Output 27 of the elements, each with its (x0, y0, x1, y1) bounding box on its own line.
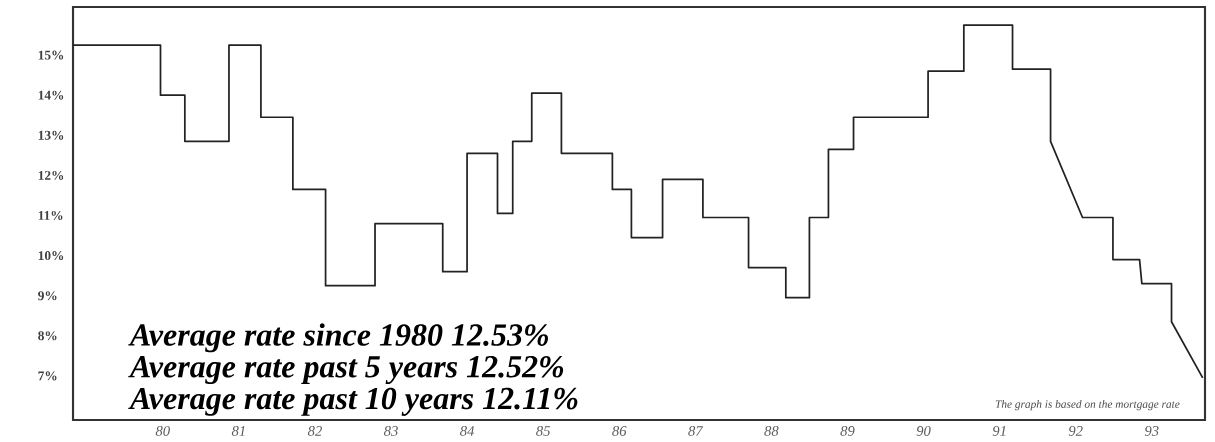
y-tick-label: 15% (38, 50, 64, 60)
x-tick-label: 91 (992, 426, 1006, 436)
x-tick-label: 82 (307, 426, 322, 436)
x-tick-label: 87 (688, 426, 704, 436)
x-tick-label: 84 (460, 426, 475, 436)
x-tick-label: 80 (155, 426, 170, 436)
x-tick-label: 89 (840, 426, 855, 436)
x-tick-label: 88 (764, 426, 779, 436)
x-tick-label: 83 (383, 426, 398, 436)
y-tick-label: 11% (38, 210, 63, 221)
annotation: Average rate since 1980 12.53% (128, 323, 548, 353)
x-tick-label: 92 (1068, 426, 1083, 436)
x-tick-label: 86 (612, 426, 627, 436)
x-tick-label: 90 (916, 426, 931, 436)
x-tick-label: 85 (536, 426, 551, 436)
annotation: Average rate past 10 years 12.11% (128, 387, 578, 416)
y-tick-label: 12% (38, 170, 64, 180)
x-tick-label: 93 (1144, 426, 1159, 436)
x-tick-label: 81 (231, 426, 245, 436)
y-tick-label: 7% (38, 371, 57, 381)
y-tick-label: 9% (38, 291, 57, 301)
y-tick-label: 13% (38, 130, 64, 140)
annotation: The graph is based on the mortgage rate (995, 399, 1180, 411)
y-tick-label: 10% (38, 251, 64, 261)
y-tick-label: 8% (38, 331, 57, 341)
y-tick-label: 14% (38, 90, 64, 100)
annotation: Average rate past 5 years 12.52% (128, 355, 564, 385)
